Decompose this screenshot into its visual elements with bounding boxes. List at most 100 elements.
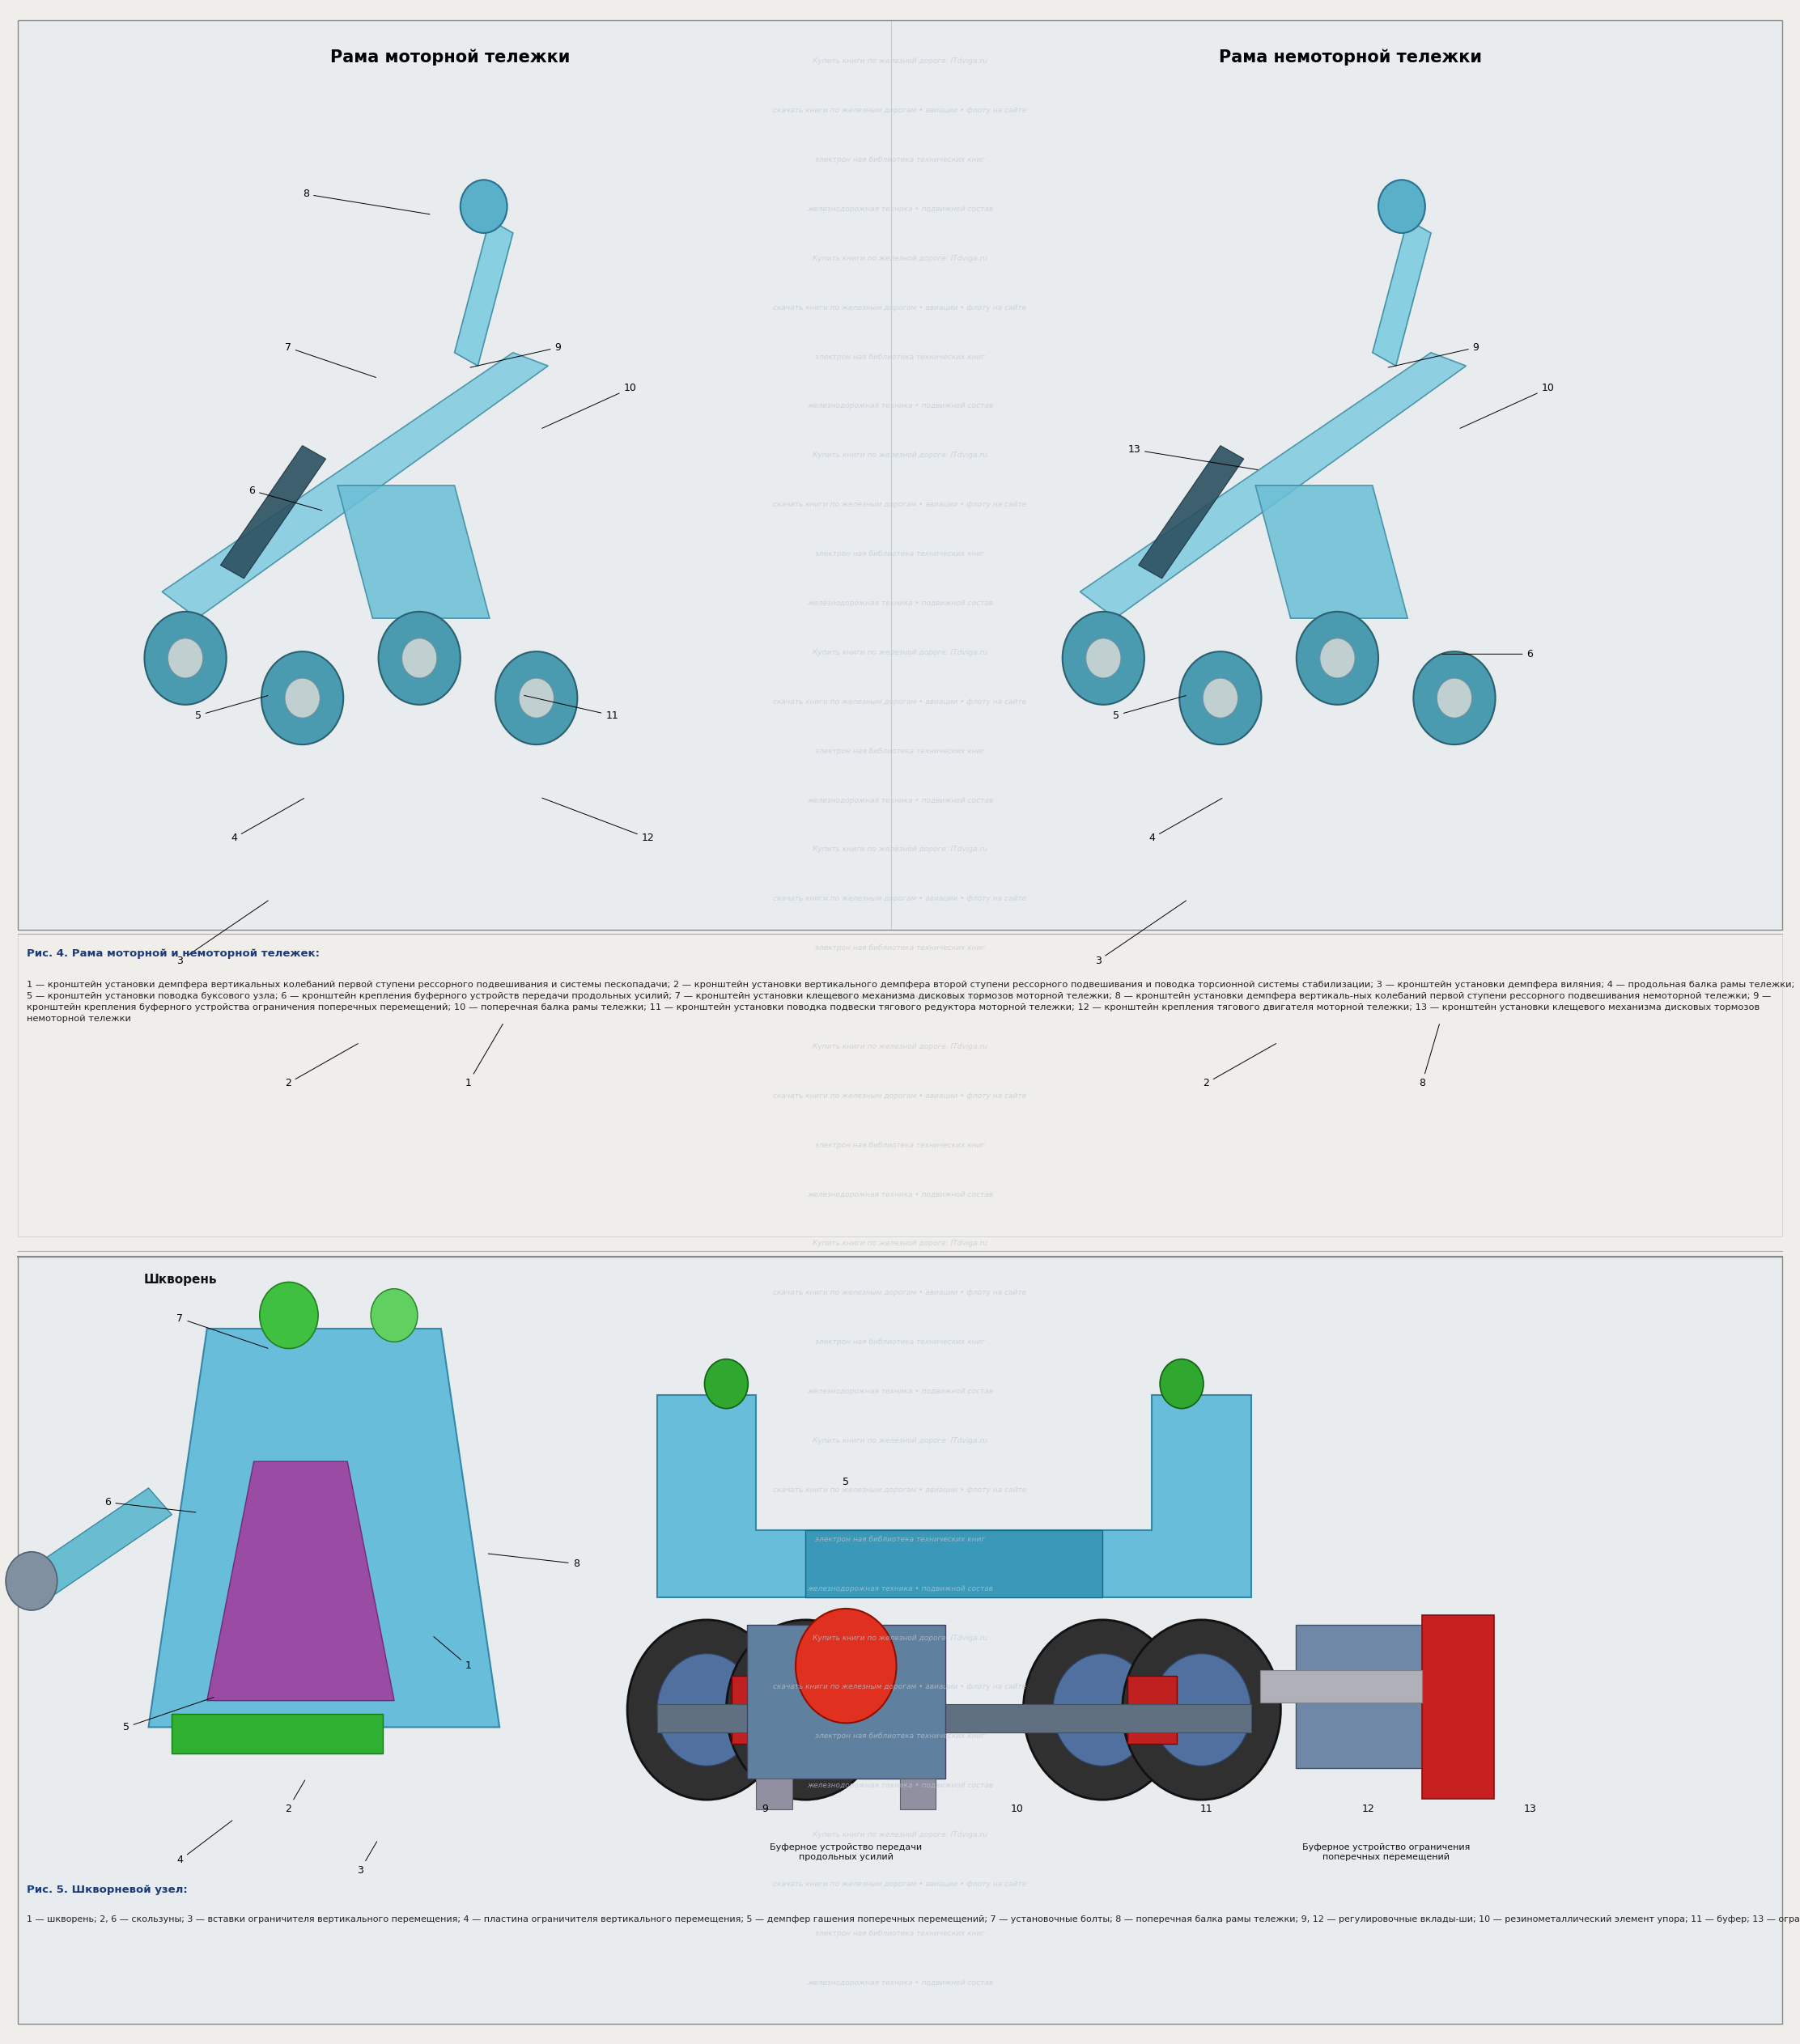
Text: 5: 5 [122,1697,214,1733]
Text: 3: 3 [356,1842,376,1876]
Text: 13: 13 [1127,444,1258,470]
Text: Купить книги по железной дороге: ITdviga.ru: Купить книги по железной дороге: ITdviga… [812,256,988,262]
Polygon shape [221,446,326,578]
Text: Купить книги по железной дороге: ITdviga.ru: Купить книги по железной дороге: ITdviga… [812,846,988,852]
Text: скачать книги по железным дорогам • авиации • флоту на сайте: скачать книги по железным дорогам • авиа… [774,1880,1026,1889]
Text: 7: 7 [176,1312,268,1349]
Circle shape [1123,1619,1282,1801]
Text: Буферное устройство ограничения
поперечных перемещений: Буферное устройство ограничения поперечн… [1301,1844,1471,1862]
Text: 4: 4 [176,1821,232,1866]
Text: Буферное устройство передачи
продольных усилий: Буферное устройство передачи продольных … [770,1844,922,1862]
Bar [1422,1615,1494,1799]
Polygon shape [171,1713,382,1754]
Polygon shape [207,1461,394,1701]
Text: 5: 5 [194,695,268,722]
FancyBboxPatch shape [18,1257,1782,2024]
Text: 8: 8 [302,188,430,215]
Text: 6: 6 [104,1496,196,1513]
Text: Рис. 5. Шкворневой узел:: Рис. 5. Шкворневой узел: [27,1885,187,1895]
Circle shape [1085,638,1121,679]
Circle shape [704,1359,749,1408]
Text: 5: 5 [1112,695,1186,722]
Bar [747,1625,945,1778]
Text: Рис. 4. Рама моторной и немоторной тележек:: Рис. 4. Рама моторной и немоторной тележ… [27,948,320,959]
Text: железнодорожная техника • подвижной состав: железнодорожная техника • подвижной сост… [806,1979,994,1987]
Polygon shape [162,354,547,617]
Polygon shape [657,1394,1251,1598]
Circle shape [1319,638,1355,679]
Text: электрон ная библиотека технических книг: электрон ная библиотека технических книг [815,155,985,164]
Polygon shape [148,1329,500,1727]
Text: электрон ная библиотека технических книг: электрон ная библиотека технических книг [815,354,985,360]
Bar [657,1705,1251,1733]
Text: скачать книги по железным дорогам • авиации • флоту на сайте: скачать книги по железным дорогам • авиа… [774,1486,1026,1494]
Text: 2: 2 [1202,1044,1276,1089]
Bar [1127,1676,1177,1744]
Bar [731,1676,781,1744]
Text: 1: 1 [434,1637,472,1672]
Text: 6: 6 [1442,648,1534,660]
Text: 1 — шкворень; 2, 6 — скользуны; 3 — вставки ограничителя вертикального перемещен: 1 — шкворень; 2, 6 — скользуны; 3 — вста… [27,1915,1800,1923]
Circle shape [378,611,461,705]
Circle shape [1062,611,1145,705]
Text: Купить книги по железной дороге: ITdviga.ru: Купить книги по железной дороге: ITdviga… [812,1241,988,1247]
Circle shape [1436,679,1472,717]
Text: 6: 6 [248,484,322,511]
Circle shape [727,1619,886,1801]
Polygon shape [31,1488,171,1594]
Text: электрон ная библиотека технических книг: электрон ная библиотека технических книг [815,550,985,558]
Text: электрон ная библиотека технических книг: электрон ная библиотека технических книг [815,1733,985,1739]
Circle shape [284,679,320,717]
Circle shape [1296,611,1379,705]
Circle shape [628,1619,787,1801]
Text: 5: 5 [842,1476,850,1488]
Text: 1: 1 [464,1024,502,1089]
Text: железнодорожная техника • подвижной состав: железнодорожная техника • подвижной сост… [806,993,994,1002]
Polygon shape [1138,446,1244,578]
Text: Купить книги по железной дороге: ITdviga.ru: Купить книги по железной дороге: ITdviga… [812,452,988,460]
Text: железнодорожная техника • подвижной состав: железнодорожная техника • подвижной сост… [806,403,994,409]
Circle shape [495,652,578,744]
Text: электрон ная библиотека технических книг: электрон ная библиотека технических книг [815,1141,985,1149]
Text: 8: 8 [1418,1024,1440,1089]
Circle shape [144,611,227,705]
Text: электрон ная библиотека технических книг: электрон ная библиотека технических книг [815,1535,985,1543]
Text: электрон ная библиотека технических книг: электрон ная библиотека технических книг [815,748,985,754]
Text: Купить книги по железной дороге: ITdviga.ru: Купить книги по железной дороге: ITdviga… [812,648,988,656]
Polygon shape [455,221,513,366]
Circle shape [461,180,508,233]
Text: железнодорожная техника • подвижной состав: железнодорожная техника • подвижной сост… [806,1388,994,1396]
Circle shape [1202,679,1238,717]
Text: 3: 3 [176,901,268,967]
Circle shape [1159,1359,1204,1408]
Text: скачать книги по железным дорогам • авиации • флоту на сайте: скачать книги по железным дорогам • авиа… [774,1091,1026,1100]
Text: 13: 13 [1523,1803,1537,1815]
Circle shape [371,1290,418,1341]
Text: 11: 11 [524,695,619,722]
Circle shape [259,1282,319,1349]
Text: скачать книги по железным дорогам • авиации • флоту на сайте: скачать книги по железным дорогам • авиа… [774,699,1026,705]
Text: железнодорожная техника • подвижной состав: железнодорожная техника • подвижной сост… [806,1584,994,1592]
Text: железнодорожная техника • подвижной состав: железнодорожная техника • подвижной сост… [806,1782,994,1788]
Text: 2: 2 [284,1044,358,1089]
Polygon shape [338,486,490,617]
Text: 10: 10 [542,382,637,429]
Text: 10: 10 [1010,1803,1024,1815]
Circle shape [1413,652,1496,744]
Text: электрон ная библиотека технических книг: электрон ная библиотека технических книг [815,1930,985,1938]
Bar [1260,1670,1422,1703]
Text: 9: 9 [761,1803,769,1815]
Text: 4: 4 [1148,799,1222,844]
Bar [1296,1625,1476,1768]
Circle shape [1152,1654,1251,1766]
Text: 12: 12 [542,797,655,844]
Text: Купить книги по железной дороге: ITdviga.ru: Купить книги по железной дороге: ITdviga… [812,1831,988,1838]
Text: 4: 4 [230,799,304,844]
Text: Рама моторной тележки: Рама моторной тележки [329,49,571,65]
FancyBboxPatch shape [18,20,1782,930]
Text: железнодорожная техника • подвижной состав: железнодорожная техника • подвижной сост… [806,599,994,607]
Text: 7: 7 [284,341,376,378]
Text: 8: 8 [488,1553,580,1570]
Polygon shape [1080,354,1467,617]
Text: железнодорожная техника • подвижной состав: железнодорожная техника • подвижной сост… [806,206,994,213]
